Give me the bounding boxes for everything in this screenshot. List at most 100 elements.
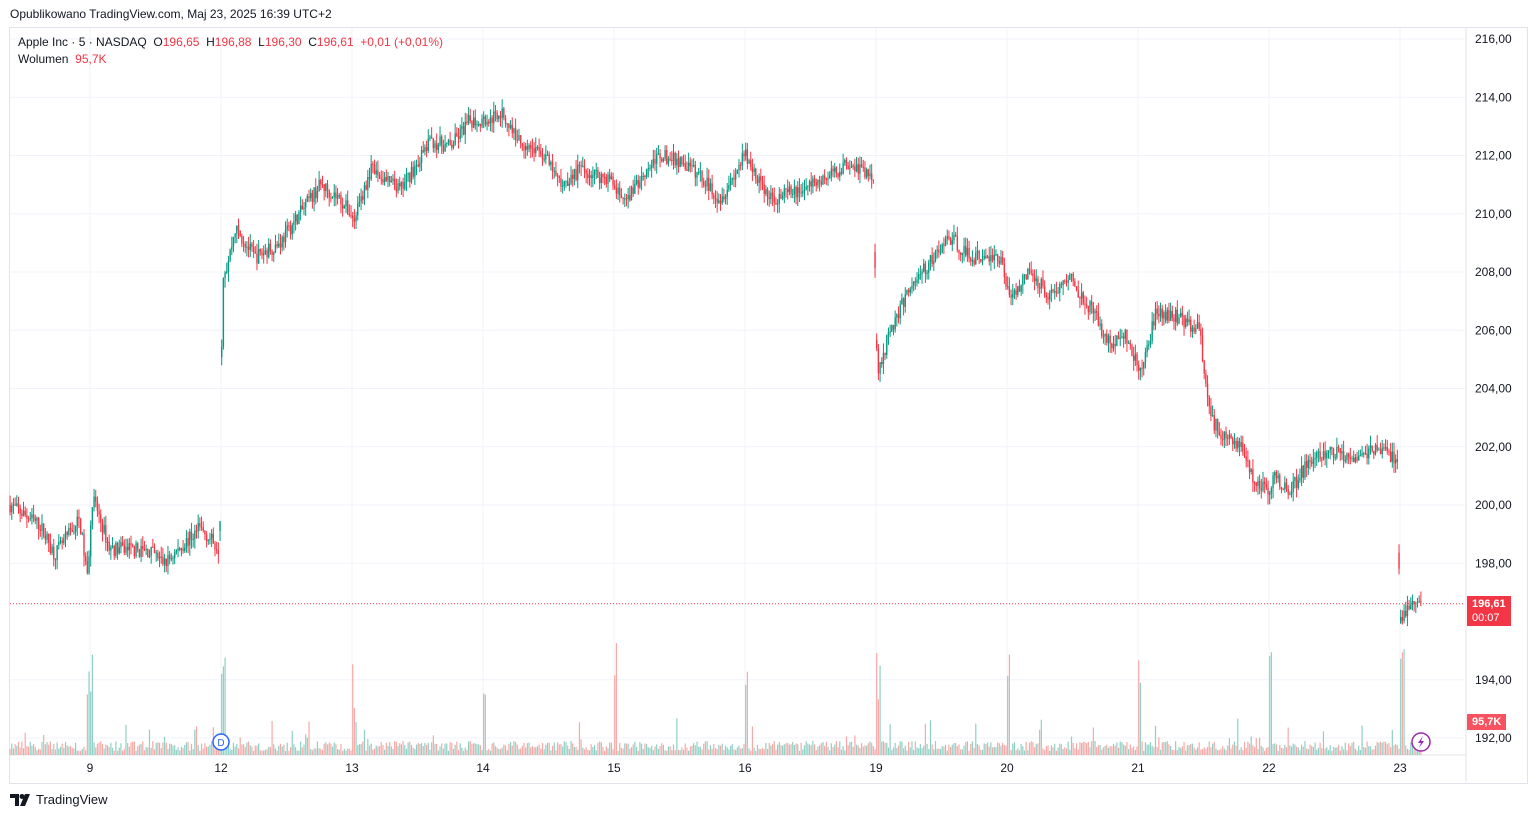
volume-bar	[1012, 743, 1014, 755]
volume-bar	[21, 741, 23, 755]
candle-body	[538, 147, 540, 151]
candle-body	[1336, 447, 1338, 458]
volume-bar	[1410, 742, 1412, 755]
candle-body	[209, 538, 211, 540]
volume-bar	[122, 750, 124, 755]
candle-body	[624, 198, 626, 200]
volume-bar	[798, 750, 801, 755]
candle-body	[607, 174, 609, 184]
volume-bar	[592, 747, 594, 755]
volume-bar	[956, 746, 958, 755]
volume-bar	[533, 747, 535, 755]
candle-body	[968, 248, 970, 259]
candle-body	[792, 193, 794, 195]
candle-body	[1131, 345, 1133, 357]
chart-pane[interactable]	[9, 27, 1528, 784]
candle-body	[870, 173, 873, 180]
volume-bar	[1181, 746, 1183, 755]
volume-bar	[892, 747, 895, 755]
volume-bar	[1374, 745, 1377, 755]
candle-body	[953, 234, 955, 241]
candle-body	[1389, 451, 1392, 462]
volume-bar	[407, 742, 409, 755]
candle-body	[64, 532, 67, 539]
candle-body	[392, 178, 394, 182]
candle-body	[148, 555, 151, 557]
volume-bar	[390, 746, 392, 755]
candle-body	[1400, 617, 1402, 624]
volume-bar	[832, 747, 834, 755]
candle-body	[536, 147, 539, 149]
volume-bar	[1329, 745, 1331, 755]
volume-bar	[1408, 749, 1410, 755]
candle-body	[949, 238, 952, 245]
candle-body	[90, 525, 92, 557]
volume-bar	[375, 745, 377, 755]
candle-body	[822, 175, 824, 185]
volume-bar	[464, 747, 466, 755]
candle-body	[632, 187, 634, 194]
volume-bar	[263, 750, 265, 755]
volume-bar	[259, 750, 261, 755]
volume-bar	[696, 741, 698, 755]
candle-body	[446, 142, 448, 144]
volume-bar	[877, 699, 879, 755]
volume-bar	[402, 741, 404, 755]
tradingview-logo[interactable]: TradingView	[10, 792, 108, 807]
volume-bar	[56, 742, 58, 755]
candle-body	[1349, 457, 1352, 459]
y-tick-label: 200,00	[1475, 498, 1512, 512]
volume-bar	[98, 742, 100, 755]
candle-body	[603, 177, 606, 179]
volume-bar	[1379, 741, 1382, 755]
candle-body	[1012, 294, 1014, 298]
candle-body	[755, 168, 757, 179]
candle-body	[1294, 476, 1296, 481]
candle-body	[864, 167, 866, 178]
volume-bar	[237, 748, 240, 755]
volume-bar	[499, 748, 502, 755]
volume-bar	[783, 744, 785, 755]
volume-bar	[1032, 742, 1034, 755]
candle-body	[610, 176, 613, 180]
candle-body	[1196, 322, 1199, 329]
candle-body	[472, 117, 475, 128]
candle-body	[316, 191, 319, 199]
volume-bar	[503, 744, 505, 755]
volume-bar	[184, 744, 186, 755]
volume-bar	[1000, 745, 1002, 755]
candle-body	[399, 183, 401, 187]
candle-body	[1208, 397, 1210, 407]
candle-body	[1047, 297, 1049, 300]
volume-bar	[612, 749, 614, 755]
candle-body	[321, 184, 324, 186]
candle-body	[1247, 460, 1249, 462]
volume-bar	[839, 741, 841, 755]
candle-body	[1144, 352, 1147, 362]
candle-body	[481, 118, 483, 127]
volume-bar	[1312, 747, 1314, 755]
volume-bar	[735, 749, 737, 755]
volume-bar	[805, 741, 807, 755]
candle-body	[1289, 494, 1291, 496]
volume-bar	[1138, 660, 1140, 755]
candle-body	[1171, 311, 1173, 318]
candle-body	[410, 166, 413, 183]
volume-bar	[780, 745, 782, 755]
candle-body	[328, 190, 330, 198]
volume-bar	[452, 749, 455, 755]
volume-bar	[38, 748, 40, 755]
candle-body	[236, 225, 238, 234]
volume-bar	[1028, 742, 1031, 755]
candle-body	[691, 165, 693, 167]
volume-bar	[938, 748, 940, 755]
candle-body	[881, 362, 883, 365]
volume-bar	[170, 743, 172, 755]
volume-bar	[1265, 747, 1267, 755]
candle-body	[671, 160, 673, 162]
candle-body	[1386, 447, 1388, 452]
candle-body	[1166, 309, 1168, 321]
candle-body	[1186, 318, 1189, 323]
volume-bar	[733, 749, 735, 755]
